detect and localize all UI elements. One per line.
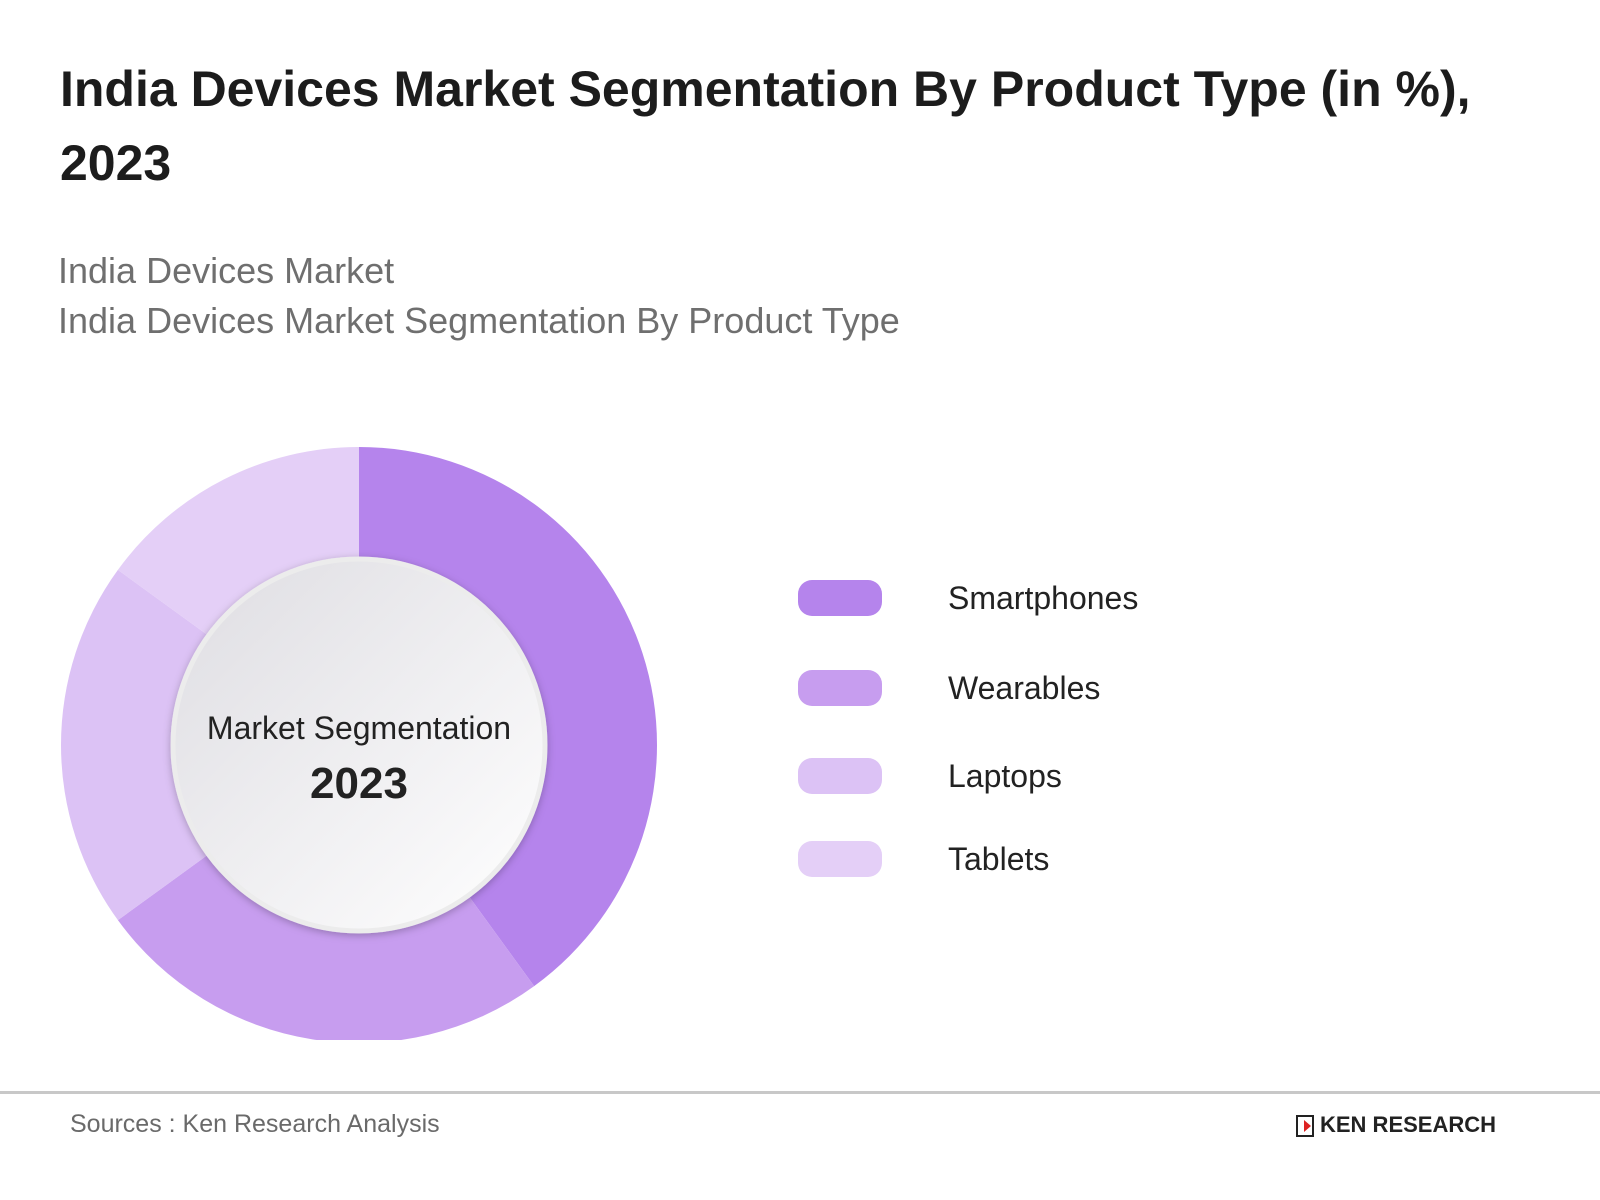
logo-k-icon <box>1296 1115 1314 1138</box>
legend-item-smartphones: Smartphones <box>798 578 1398 618</box>
footer-divider <box>0 1091 1600 1094</box>
ken-research-logo: KEN RESEARCH <box>1296 1112 1496 1138</box>
legend-label: Smartphones <box>948 580 1139 616</box>
legend-swatch <box>798 758 882 794</box>
legend-swatch <box>798 580 882 616</box>
center-value: 2023 <box>310 759 408 808</box>
legend-label: Laptops <box>948 758 1062 794</box>
source-note: Sources : Ken Research Analysis <box>70 1110 440 1138</box>
donut-chart: Market Segmentation 2023 <box>60 447 658 1040</box>
logo-text: KEN RESEARCH <box>1320 1112 1497 1137</box>
chart-subtitle-1: India Devices Market <box>58 250 395 291</box>
donut-center <box>170 556 548 934</box>
chart-subtitle-2: India Devices Market Segmentation By Pro… <box>58 300 900 341</box>
legend-item-tablets: Tablets <box>798 839 1398 879</box>
chart-title: India Devices Market Segmentation By Pro… <box>60 61 1471 191</box>
legend-item-laptops: Laptops <box>798 756 1398 796</box>
legend-swatch <box>798 670 882 706</box>
legend-item-wearables: Wearables <box>798 668 1398 708</box>
legend-swatch <box>798 841 882 877</box>
center-label: Market Segmentation <box>207 710 511 746</box>
legend-label: Tablets <box>948 841 1050 877</box>
legend-label: Wearables <box>948 670 1101 706</box>
